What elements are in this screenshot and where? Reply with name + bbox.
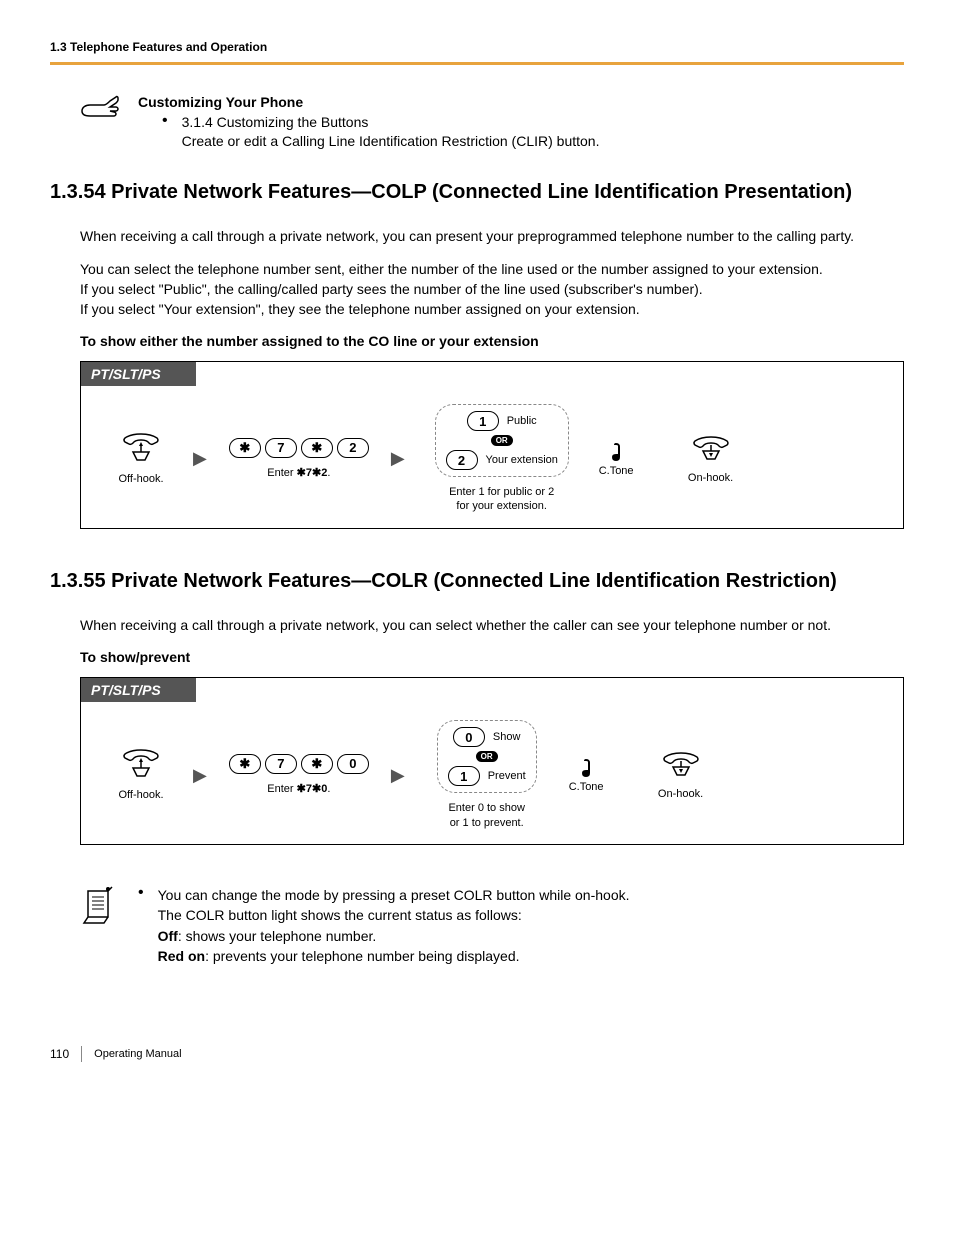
page-number: 110 [50,1047,69,1061]
key-sequence: ✱ 7 ✱ 2 [229,438,369,458]
enter-code-caption: Enter ✱7✱2. [267,466,330,480]
page-footer: 110 Operating Manual [50,1046,904,1062]
key-star: ✱ [229,438,261,458]
colr-subheading: To show/prevent [80,649,904,665]
key-star: ✱ [301,438,333,458]
pointing-hand-icon [80,93,120,152]
enter-code-caption: Enter ✱7✱0. [267,782,330,796]
colp-heading: 1.3.54 Private Network Features—COLP (Co… [50,180,904,205]
offhook-icon [119,748,163,780]
bullet-icon: • [162,113,168,152]
ctone-label: C.Tone [569,781,604,793]
footer-divider [81,1046,82,1062]
key-7: 7 [265,754,297,774]
colr-para1: When receiving a call through a private … [80,616,904,636]
ctone-col: C.Tone [569,757,604,793]
notes-block: • You can change the mode by pressing a … [80,885,904,966]
choice-caption: Enter 0 to show or 1 to prevent. [448,801,524,830]
key-2: 2 [337,438,369,458]
ctone-col: C.Tone [599,441,634,477]
colr-heading: 1.3.55 Private Network Features—COLR (Co… [50,569,904,594]
onhook-caption: On-hook. [688,471,733,485]
choice-key-1: 1 [448,766,480,786]
note-icon [577,757,595,779]
colp-para-block: You can select the telephone number sent… [80,260,904,319]
arrow-icon: ▶ [193,765,207,786]
notepad-icon [80,885,118,966]
onhook-icon [659,749,703,779]
choice-caption: Enter 1 for public or 2 for your extensi… [449,485,554,514]
key-0: 0 [337,754,369,774]
or-badge: OR [476,751,498,762]
offhook-caption: Off-hook. [118,472,163,486]
choice-key-0: 0 [453,727,485,747]
offhook-caption: Off-hook. [118,788,163,802]
choice-key-2: 2 [446,450,478,470]
colp-para3: If you select "Public", the calling/call… [80,280,904,300]
customize-title: Customizing Your Phone [138,93,599,113]
doc-title: Operating Manual [94,1048,181,1060]
onhook-icon [689,433,733,463]
ctone-label: C.Tone [599,465,634,477]
choice-group: 1 Public OR 2 Your extension [435,404,569,477]
note-red: Red on: prevents your telephone number b… [158,946,630,966]
key-7: 7 [265,438,297,458]
choice-group: 0 Show OR 1 Prevent [437,720,537,793]
note-icon [607,441,625,463]
page-header: 1.3 Telephone Features and Operation [50,40,904,54]
offhook-icon [119,432,163,464]
choice-label-public: Public [507,415,537,427]
key-star: ✱ [229,754,261,774]
choice-label-ext: Your extension [486,454,558,466]
key-star: ✱ [301,754,333,774]
customize-item-desc: Create or edit a Calling Line Identifica… [182,132,600,152]
colp-subheading: To show either the number assigned to th… [80,333,904,349]
customize-item-ref: 3.1.4 Customizing the Buttons [182,113,600,133]
choice-key-1: 1 [467,411,499,431]
note-off: Off: shows your telephone number. [158,926,630,946]
arrow-icon: ▶ [391,448,405,469]
header-rule [50,62,904,65]
customize-block: Customizing Your Phone • 3.1.4 Customizi… [80,93,904,152]
device-label: PT/SLT/PS [81,362,196,386]
note-line1: You can change the mode by pressing a pr… [158,885,630,905]
colr-procedure: PT/SLT/PS Off-hook. ▶ ✱ 7 ✱ 0 [80,677,904,845]
choice-label-prevent: Prevent [488,770,526,782]
colp-procedure: PT/SLT/PS Off-hook. ▶ ✱ 7 [80,361,904,529]
device-label: PT/SLT/PS [81,678,196,702]
bullet-icon: • [138,885,144,966]
breadcrumb: 1.3 Telephone Features and Operation [50,40,904,54]
colp-para2: You can select the telephone number sent… [80,260,904,280]
colp-para1: When receiving a call through a private … [80,227,904,247]
choice-label-show: Show [493,731,521,743]
arrow-icon: ▶ [391,765,405,786]
arrow-icon: ▶ [193,448,207,469]
key-sequence: ✱ 7 ✱ 0 [229,754,369,774]
or-badge: OR [491,435,513,446]
colp-para4: If you select "Your extension", they see… [80,300,904,320]
onhook-caption: On-hook. [658,787,703,801]
note-line2: The COLR button light shows the current … [158,905,630,925]
